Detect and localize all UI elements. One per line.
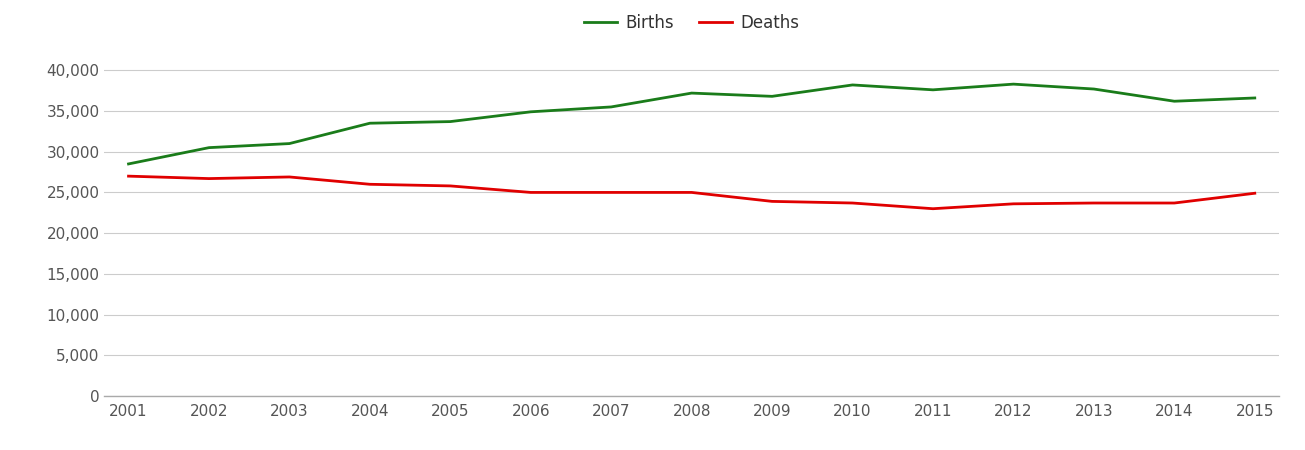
Births <box>361 121 377 126</box>
Births <box>442 119 458 124</box>
Deaths <box>1248 190 1263 196</box>
Births <box>684 90 699 96</box>
Deaths <box>120 173 136 179</box>
Deaths <box>1167 200 1182 206</box>
Births <box>523 109 539 114</box>
Births <box>603 104 619 110</box>
Births <box>844 82 860 88</box>
Births <box>1167 99 1182 104</box>
Births <box>1086 86 1101 92</box>
Births <box>201 145 217 150</box>
Births <box>282 141 298 146</box>
Deaths <box>523 190 539 195</box>
Deaths <box>684 190 699 195</box>
Births <box>120 161 136 166</box>
Births <box>1006 81 1022 87</box>
Deaths <box>201 176 217 181</box>
Deaths <box>442 183 458 189</box>
Deaths <box>603 190 619 195</box>
Deaths <box>844 200 860 206</box>
Deaths <box>1086 200 1101 206</box>
Deaths <box>361 182 377 187</box>
Deaths <box>925 206 941 211</box>
Deaths <box>282 174 298 180</box>
Deaths <box>1006 201 1022 207</box>
Legend: Births, Deaths: Births, Deaths <box>577 8 806 39</box>
Deaths <box>765 199 780 204</box>
Births <box>925 87 941 93</box>
Line: Deaths: Deaths <box>128 176 1255 209</box>
Line: Births: Births <box>128 84 1255 164</box>
Births <box>765 94 780 99</box>
Births <box>1248 95 1263 101</box>
